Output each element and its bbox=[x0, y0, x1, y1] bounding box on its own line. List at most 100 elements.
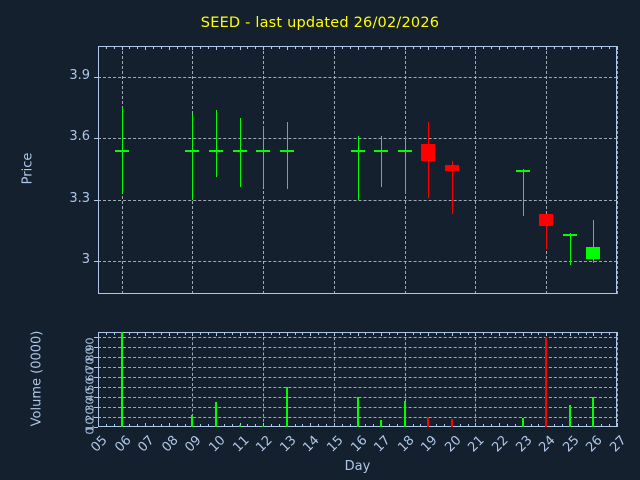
minor-tick bbox=[397, 424, 398, 427]
minor-tick bbox=[232, 46, 233, 49]
minor-tick bbox=[342, 424, 343, 427]
price-top-tick bbox=[428, 46, 429, 50]
minor-tick bbox=[460, 424, 461, 427]
volume-top-tick bbox=[287, 332, 288, 336]
price-panel bbox=[98, 46, 617, 294]
volume-tick-mark bbox=[94, 407, 98, 408]
minor-tick bbox=[601, 424, 602, 427]
minor-tick bbox=[208, 46, 209, 49]
minor-tick bbox=[255, 424, 256, 427]
price-gridline-v bbox=[334, 46, 335, 294]
minor-tick bbox=[137, 46, 138, 49]
minor-tick bbox=[373, 46, 374, 49]
minor-tick bbox=[326, 424, 327, 427]
minor-tick bbox=[515, 424, 516, 427]
minor-tick bbox=[468, 332, 469, 335]
price-top-tick bbox=[122, 46, 123, 50]
minor-tick bbox=[562, 424, 563, 427]
minor-tick bbox=[161, 46, 162, 49]
minor-tick bbox=[232, 424, 233, 427]
volume-top-tick bbox=[263, 332, 264, 336]
volume-bar bbox=[404, 401, 406, 427]
minor-tick bbox=[389, 332, 390, 335]
minor-tick bbox=[420, 424, 421, 427]
volume-bar bbox=[592, 397, 594, 427]
volume-top-tick bbox=[381, 332, 382, 336]
minor-tick bbox=[554, 424, 555, 427]
minor-tick bbox=[271, 332, 272, 335]
volume-tick-mark bbox=[94, 337, 98, 338]
minor-tick bbox=[295, 46, 296, 49]
minor-tick bbox=[247, 46, 248, 49]
minor-tick bbox=[609, 332, 610, 335]
volume-top-tick bbox=[98, 332, 99, 336]
volume-top-tick bbox=[240, 332, 241, 336]
minor-tick bbox=[137, 424, 138, 427]
minor-tick bbox=[578, 424, 579, 427]
candle-body bbox=[280, 149, 294, 152]
minor-tick bbox=[365, 46, 366, 49]
minor-tick bbox=[177, 424, 178, 427]
minor-tick bbox=[554, 46, 555, 49]
price-axis-label: Price bbox=[20, 152, 36, 185]
minor-tick bbox=[318, 424, 319, 427]
minor-tick bbox=[413, 46, 414, 49]
volume-top-tick bbox=[145, 332, 146, 336]
volume-tick-mark bbox=[94, 377, 98, 378]
minor-tick bbox=[420, 332, 421, 335]
minor-tick bbox=[365, 424, 366, 427]
minor-tick bbox=[444, 332, 445, 335]
volume-top-tick bbox=[334, 332, 335, 336]
minor-tick bbox=[224, 424, 225, 427]
minor-tick bbox=[318, 46, 319, 49]
minor-tick bbox=[420, 46, 421, 49]
candle-body bbox=[539, 214, 553, 227]
minor-tick bbox=[302, 46, 303, 49]
volume-top-tick bbox=[310, 332, 311, 336]
volume-top-tick bbox=[617, 332, 618, 336]
minor-tick bbox=[247, 424, 248, 427]
minor-tick bbox=[279, 46, 280, 49]
minor-tick bbox=[177, 332, 178, 335]
price-tick-mark bbox=[94, 77, 98, 78]
candle-body bbox=[374, 149, 388, 152]
minor-tick bbox=[531, 46, 532, 49]
minor-tick bbox=[200, 424, 201, 427]
price-gridline-h bbox=[98, 200, 617, 201]
minor-tick bbox=[538, 46, 539, 49]
price-top-tick bbox=[617, 46, 618, 50]
minor-tick bbox=[397, 46, 398, 49]
minor-tick bbox=[271, 424, 272, 427]
volume-axis-label: Volume (0000) bbox=[29, 330, 45, 426]
minor-tick bbox=[562, 46, 563, 49]
minor-tick bbox=[129, 46, 130, 49]
price-gridline-h bbox=[98, 261, 617, 262]
volume-gridline-v bbox=[617, 332, 618, 427]
price-top-tick bbox=[240, 46, 241, 50]
volume-bar bbox=[427, 417, 429, 427]
minor-tick bbox=[279, 332, 280, 335]
minor-tick bbox=[586, 332, 587, 335]
price-top-tick bbox=[98, 46, 99, 50]
candle-body bbox=[398, 149, 412, 152]
price-top-tick bbox=[452, 46, 453, 50]
minor-tick bbox=[224, 46, 225, 49]
x-axis-label: Day bbox=[344, 459, 371, 474]
minor-tick bbox=[531, 332, 532, 335]
volume-bar bbox=[191, 415, 193, 427]
candle-wick bbox=[593, 220, 594, 264]
volume-top-tick bbox=[192, 332, 193, 336]
price-gridline-h bbox=[98, 77, 617, 78]
volume-top-tick bbox=[523, 332, 524, 336]
minor-tick bbox=[515, 46, 516, 49]
volume-bar bbox=[545, 337, 547, 427]
candle-body bbox=[516, 170, 530, 173]
candle-body bbox=[351, 149, 365, 152]
minor-tick bbox=[397, 332, 398, 335]
minor-tick bbox=[538, 332, 539, 335]
volume-gridline-h bbox=[98, 367, 617, 368]
candle-body bbox=[209, 149, 223, 152]
volume-gridline-v bbox=[405, 332, 406, 427]
minor-tick bbox=[413, 332, 414, 335]
volume-tick-mark bbox=[94, 397, 98, 398]
